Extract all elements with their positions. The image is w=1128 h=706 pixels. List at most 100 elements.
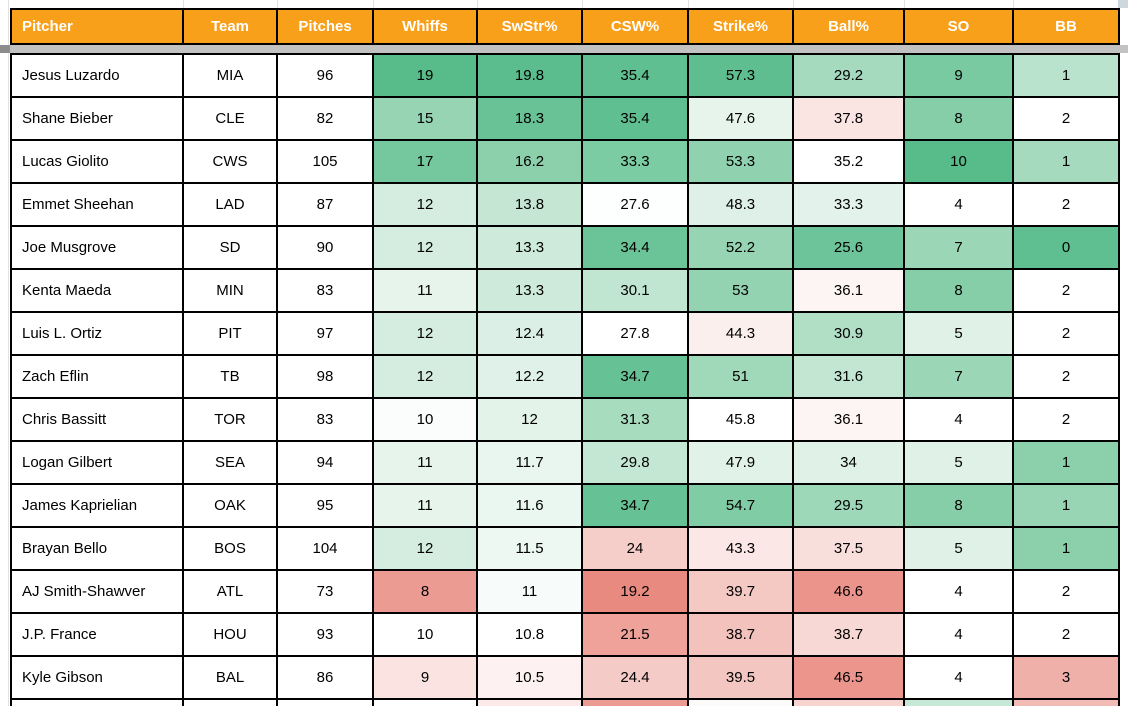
column-header-strike[interactable]: Strike% [689, 10, 792, 43]
cell-csw[interactable]: 34.7 [583, 356, 687, 397]
cell-csw[interactable]: 24.4 [583, 657, 687, 698]
cell-team[interactable]: TB [184, 356, 276, 397]
cell-csw[interactable]: 21.5 [583, 614, 687, 655]
cell-so[interactable]: 4 [905, 657, 1012, 698]
cell-ball[interactable]: 46.5 [794, 657, 903, 698]
cell-swstr[interactable]: 13.3 [478, 270, 581, 311]
cell-team[interactable]: OAK [184, 485, 276, 526]
cell-pitches[interactable]: 98 [278, 356, 372, 397]
cell-team[interactable]: BOS [184, 528, 276, 569]
cell-pitcher[interactable]: Logan Gilbert [12, 442, 182, 483]
cell-pitcher[interactable]: Kenta Maeda [12, 270, 182, 311]
cell-strike[interactable]: 39.7 [689, 571, 792, 612]
cell-whiffs[interactable]: 12 [374, 227, 476, 268]
frozen-row-handle[interactable] [0, 45, 10, 53]
cell-ball[interactable]: 29.5 [794, 485, 903, 526]
cell-team[interactable]: SD [184, 227, 276, 268]
cell-whiffs[interactable]: 11 [374, 442, 476, 483]
cell-swstr[interactable]: 12 [478, 399, 581, 440]
cell-pitcher[interactable]: Joe Musgrove [12, 227, 182, 268]
cell-csw[interactable]: 19.2 [583, 571, 687, 612]
partial-row-cell-whiffs[interactable] [374, 700, 476, 706]
cell-team[interactable]: ATL [184, 571, 276, 612]
cell-pitcher[interactable]: J.P. France [12, 614, 182, 655]
cell-so[interactable]: 9 [905, 55, 1012, 96]
cell-csw[interactable]: 35.4 [583, 98, 687, 139]
cell-bb[interactable]: 1 [1014, 141, 1118, 182]
cell-pitches[interactable]: 95 [278, 485, 372, 526]
cell-bb[interactable]: 1 [1014, 442, 1118, 483]
cell-strike[interactable]: 45.8 [689, 399, 792, 440]
cell-whiffs[interactable]: 19 [374, 55, 476, 96]
cell-csw[interactable]: 24 [583, 528, 687, 569]
cell-so[interactable]: 8 [905, 98, 1012, 139]
column-header-pitcher[interactable]: Pitcher [12, 10, 182, 43]
column-header-csw[interactable]: CSW% [583, 10, 687, 43]
cell-bb[interactable]: 0 [1014, 227, 1118, 268]
cell-pitches[interactable]: 105 [278, 141, 372, 182]
cell-ball[interactable]: 36.1 [794, 399, 903, 440]
cell-csw[interactable]: 35.4 [583, 55, 687, 96]
cell-so[interactable]: 7 [905, 356, 1012, 397]
cell-so[interactable]: 5 [905, 528, 1012, 569]
partial-row-cell-pitches[interactable] [278, 700, 372, 706]
cell-csw[interactable]: 34.7 [583, 485, 687, 526]
cell-pitches[interactable]: 86 [278, 657, 372, 698]
cell-ball[interactable]: 38.7 [794, 614, 903, 655]
cell-so[interactable]: 7 [905, 227, 1012, 268]
cell-csw[interactable]: 27.8 [583, 313, 687, 354]
partial-row-cell-so[interactable] [905, 700, 1012, 706]
cell-pitcher[interactable]: AJ Smith-Shawver [12, 571, 182, 612]
cell-whiffs[interactable]: 11 [374, 485, 476, 526]
cell-swstr[interactable]: 16.2 [478, 141, 581, 182]
cell-swstr[interactable]: 10.8 [478, 614, 581, 655]
cell-so[interactable]: 8 [905, 485, 1012, 526]
cell-strike[interactable]: 53.3 [689, 141, 792, 182]
cell-csw[interactable]: 27.6 [583, 184, 687, 225]
cell-so[interactable]: 4 [905, 399, 1012, 440]
cell-whiffs[interactable]: 9 [374, 657, 476, 698]
cell-swstr[interactable]: 13.8 [478, 184, 581, 225]
cell-csw[interactable]: 29.8 [583, 442, 687, 483]
cell-strike[interactable]: 39.5 [689, 657, 792, 698]
cell-pitcher[interactable]: Kyle Gibson [12, 657, 182, 698]
cell-team[interactable]: BAL [184, 657, 276, 698]
column-header-bb[interactable]: BB [1014, 10, 1118, 43]
cell-ball[interactable]: 36.1 [794, 270, 903, 311]
cell-ball[interactable]: 29.2 [794, 55, 903, 96]
partial-row-cell-strike[interactable] [689, 700, 792, 706]
cell-strike[interactable]: 53 [689, 270, 792, 311]
column-header-team[interactable]: Team [184, 10, 276, 43]
cell-swstr[interactable]: 19.8 [478, 55, 581, 96]
cell-pitches[interactable]: 87 [278, 184, 372, 225]
cell-swstr[interactable]: 10.5 [478, 657, 581, 698]
cell-whiffs[interactable]: 11 [374, 270, 476, 311]
cell-swstr[interactable]: 18.3 [478, 98, 581, 139]
cell-swstr[interactable]: 11.7 [478, 442, 581, 483]
cell-ball[interactable]: 37.5 [794, 528, 903, 569]
column-header-ball[interactable]: Ball% [794, 10, 903, 43]
column-header-pitches[interactable]: Pitches [278, 10, 372, 43]
cell-so[interactable]: 4 [905, 184, 1012, 225]
cell-ball[interactable]: 34 [794, 442, 903, 483]
cell-ball[interactable]: 25.6 [794, 227, 903, 268]
cell-pitches[interactable]: 93 [278, 614, 372, 655]
partial-row-cell-team[interactable] [184, 700, 276, 706]
frozen-row-divider[interactable] [0, 45, 1128, 53]
cell-strike[interactable]: 44.3 [689, 313, 792, 354]
cell-swstr[interactable]: 11.6 [478, 485, 581, 526]
cell-bb[interactable]: 2 [1014, 98, 1118, 139]
cell-so[interactable]: 5 [905, 442, 1012, 483]
cell-whiffs[interactable]: 12 [374, 184, 476, 225]
cell-bb[interactable]: 2 [1014, 356, 1118, 397]
cell-pitches[interactable]: 96 [278, 55, 372, 96]
cell-pitches[interactable]: 82 [278, 98, 372, 139]
cell-strike[interactable]: 54.7 [689, 485, 792, 526]
cell-pitches[interactable]: 94 [278, 442, 372, 483]
cell-team[interactable]: PIT [184, 313, 276, 354]
cell-pitches[interactable]: 83 [278, 399, 372, 440]
cell-swstr[interactable]: 11.5 [478, 528, 581, 569]
cell-bb[interactable]: 2 [1014, 399, 1118, 440]
cell-whiffs[interactable]: 15 [374, 98, 476, 139]
cell-strike[interactable]: 47.6 [689, 98, 792, 139]
